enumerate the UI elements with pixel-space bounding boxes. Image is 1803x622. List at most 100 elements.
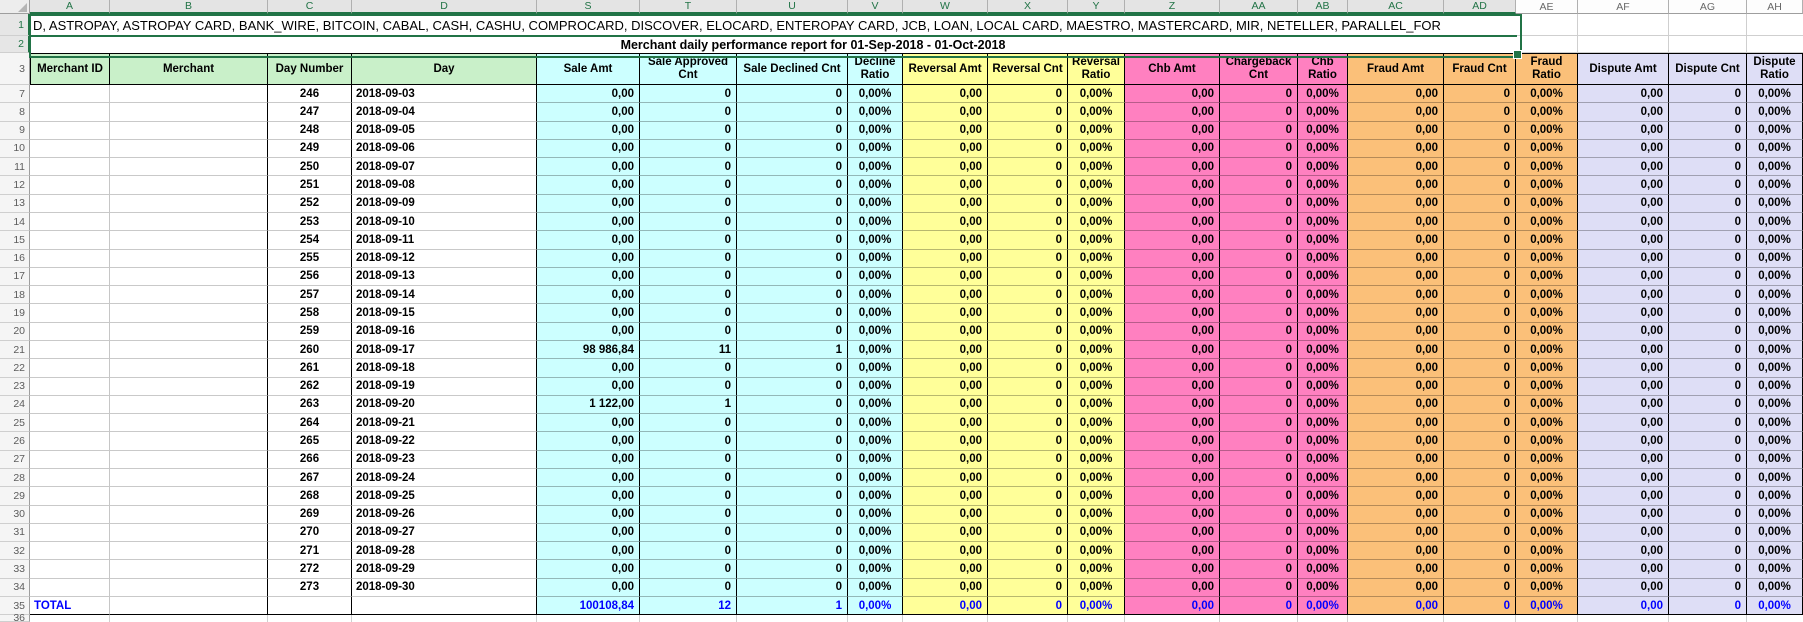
value-cell[interactable]: 0,00% — [1516, 395, 1578, 415]
value-cell[interactable]: 0 — [988, 450, 1068, 469]
row-header-15[interactable]: 15 — [0, 231, 30, 250]
value-cell[interactable]: 0 — [1444, 85, 1516, 104]
value-cell[interactable]: 0 — [640, 450, 737, 469]
value-cell[interactable]: 0 — [1669, 121, 1747, 140]
value-cell[interactable]: 0 — [988, 359, 1068, 378]
row-header-13[interactable]: 13 — [0, 194, 30, 213]
value-cell[interactable]: 0 — [1669, 578, 1747, 597]
value-cell[interactable]: 0,00% — [848, 505, 903, 524]
value-cell[interactable]: 0,00% — [1068, 85, 1125, 104]
value-cell[interactable]: 0 — [988, 85, 1068, 104]
row-header-35[interactable]: 35 — [0, 597, 30, 615]
value-cell[interactable]: 0 — [1444, 176, 1516, 195]
value-cell[interactable]: 0,00 — [537, 267, 640, 287]
value-cell[interactable]: 1 — [640, 395, 737, 415]
value-cell[interactable]: 0,00% — [1068, 578, 1125, 597]
value-cell[interactable]: 0,00% — [848, 267, 903, 287]
value-cell[interactable]: 0,00 — [1578, 395, 1669, 415]
value-cell[interactable]: 0,00 — [1348, 85, 1444, 104]
value-cell[interactable]: 0 — [640, 322, 737, 341]
column-header-Y[interactable]: Y — [1068, 0, 1125, 14]
row-header-29[interactable]: 29 — [0, 487, 30, 506]
value-cell[interactable]: 0 — [1220, 213, 1298, 232]
payment-methods-cell[interactable]: D, ASTROPAY, ASTROPAY CARD, BANK_WIRE, B… — [30, 14, 1516, 36]
value-cell[interactable]: 0,00% — [1747, 231, 1803, 250]
value-cell[interactable]: 0,00 — [1348, 377, 1444, 396]
column-header-AE[interactable]: AE — [1516, 0, 1578, 14]
merchant-cell[interactable] — [110, 469, 268, 488]
merchant-cell[interactable] — [110, 505, 268, 524]
total-value-cell[interactable]: 0,00% — [1068, 597, 1125, 615]
value-cell[interactable]: 0 — [640, 304, 737, 323]
day-cell[interactable]: 2018-09-19 — [352, 377, 537, 396]
column-header-AG[interactable]: AG — [1669, 0, 1747, 14]
merchant-cell[interactable] — [110, 249, 268, 268]
value-cell[interactable]: 0 — [988, 176, 1068, 195]
row-header-32[interactable]: 32 — [0, 542, 30, 561]
value-cell[interactable]: 0 — [1669, 231, 1747, 250]
column-header-U[interactable]: U — [737, 0, 848, 14]
value-cell[interactable]: 0 — [737, 249, 848, 268]
value-cell[interactable]: 0 — [1669, 432, 1747, 451]
value-cell[interactable]: 0,00 — [537, 377, 640, 396]
merchant-cell[interactable] — [110, 341, 268, 360]
value-cell[interactable]: 0,00% — [1298, 469, 1348, 488]
value-cell[interactable]: 0 — [737, 487, 848, 506]
day-cell[interactable]: 2018-09-09 — [352, 194, 537, 213]
value-cell[interactable]: 0 — [737, 432, 848, 451]
value-cell[interactable]: 0,00% — [1068, 359, 1125, 378]
value-cell[interactable]: 0 — [737, 414, 848, 433]
value-cell[interactable]: 0,00% — [1298, 542, 1348, 561]
column-header-S[interactable]: S — [537, 0, 640, 14]
value-cell[interactable]: 0,00 — [903, 395, 988, 415]
value-cell[interactable]: 0,00 — [1125, 377, 1220, 396]
value-cell[interactable]: 0 — [988, 103, 1068, 122]
value-cell[interactable]: 0 — [1444, 487, 1516, 506]
value-cell[interactable]: 0 — [988, 231, 1068, 250]
value-cell[interactable]: 0,00% — [848, 139, 903, 159]
value-cell[interactable]: 0,00 — [1578, 523, 1669, 543]
value-cell[interactable]: 0,00 — [537, 469, 640, 488]
value-cell[interactable]: 0 — [640, 194, 737, 213]
value-cell[interactable]: 0,00 — [1125, 121, 1220, 140]
total-label-cell[interactable]: TOTAL — [30, 597, 110, 615]
value-cell[interactable]: 0 — [988, 213, 1068, 232]
value-cell[interactable]: 0 — [988, 523, 1068, 543]
value-cell[interactable]: 0 — [1669, 139, 1747, 159]
value-cell[interactable]: 0 — [1220, 377, 1298, 396]
value-cell[interactable]: 0 — [737, 450, 848, 469]
row-header-12[interactable]: 12 — [0, 176, 30, 195]
value-cell[interactable]: 0 — [1444, 267, 1516, 287]
value-cell[interactable]: 0,00 — [1578, 560, 1669, 579]
value-cell[interactable]: 0,00% — [1516, 469, 1578, 488]
value-cell[interactable]: 0,00 — [1578, 304, 1669, 323]
row-header-20[interactable]: 20 — [0, 322, 30, 341]
value-cell[interactable]: 0 — [988, 139, 1068, 159]
day-cell[interactable]: 2018-09-24 — [352, 469, 537, 488]
value-cell[interactable]: 0,00 — [1125, 139, 1220, 159]
value-cell[interactable]: 0 — [1220, 267, 1298, 287]
value-cell[interactable]: 0 — [1669, 85, 1747, 104]
value-cell[interactable]: 0 — [737, 194, 848, 213]
value-cell[interactable]: 0,00 — [903, 213, 988, 232]
value-cell[interactable]: 0,00% — [1516, 286, 1578, 305]
value-cell[interactable]: 0 — [640, 523, 737, 543]
day-number-cell[interactable]: 270 — [268, 523, 352, 543]
value-cell[interactable]: 0,00 — [1578, 139, 1669, 159]
value-cell[interactable]: 0,00 — [1348, 322, 1444, 341]
day-number-cell[interactable]: 267 — [268, 469, 352, 488]
value-cell[interactable]: 0,00% — [1298, 560, 1348, 579]
column-header-W[interactable]: W — [903, 0, 988, 14]
value-cell[interactable]: 0,00 — [903, 85, 988, 104]
value-cell[interactable]: 0,00% — [1747, 359, 1803, 378]
merchant-cell[interactable] — [110, 377, 268, 396]
value-cell[interactable]: 0,00% — [848, 487, 903, 506]
value-cell[interactable]: 0,00 — [537, 176, 640, 195]
value-cell[interactable]: 0,00% — [848, 414, 903, 433]
value-cell[interactable]: 0,00 — [903, 231, 988, 250]
value-cell[interactable]: 0,00 — [1578, 341, 1669, 360]
column-title-fraud-ratio[interactable]: Fraud Ratio — [1516, 53, 1578, 85]
value-cell[interactable]: 0,00 — [1348, 432, 1444, 451]
day-number-cell[interactable]: 265 — [268, 432, 352, 451]
day-cell[interactable]: 2018-09-21 — [352, 414, 537, 433]
